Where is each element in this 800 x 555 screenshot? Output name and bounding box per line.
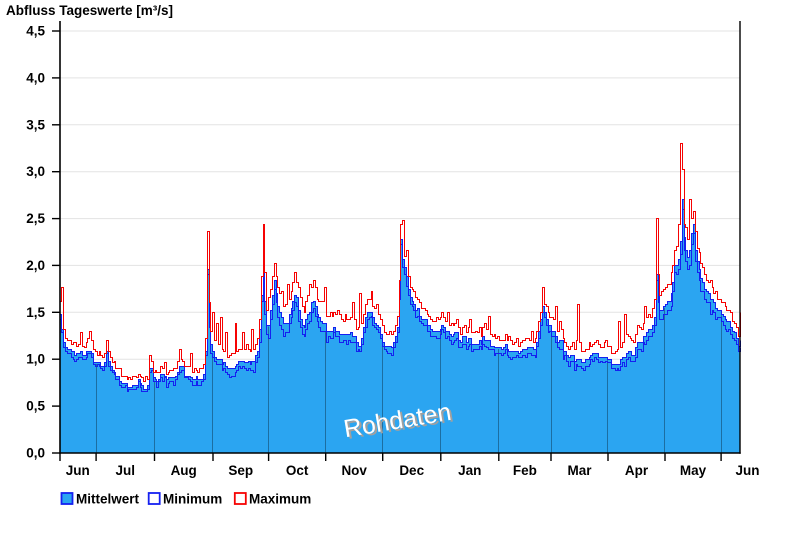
svg-text:Abfluss Tageswerte [m³/s]: Abfluss Tageswerte [m³/s] [6, 3, 173, 18]
svg-text:2,0: 2,0 [26, 258, 45, 273]
svg-text:Dec: Dec [399, 463, 424, 478]
svg-text:Sep: Sep [228, 463, 253, 478]
svg-text:4,0: 4,0 [26, 70, 45, 85]
svg-text:3,0: 3,0 [26, 164, 45, 179]
svg-text:Nov: Nov [341, 463, 367, 478]
svg-text:Minimum: Minimum [163, 492, 222, 507]
svg-text:0,0: 0,0 [26, 446, 45, 461]
svg-text:Jul: Jul [116, 463, 136, 478]
svg-text:Oct: Oct [286, 463, 309, 478]
svg-text:2,5: 2,5 [26, 211, 45, 226]
svg-text:Mittelwert: Mittelwert [76, 492, 140, 507]
svg-text:4,5: 4,5 [26, 24, 45, 39]
svg-text:Jun: Jun [735, 463, 759, 478]
svg-text:Jun: Jun [66, 463, 90, 478]
svg-text:0,5: 0,5 [26, 399, 45, 414]
svg-text:Apr: Apr [625, 463, 649, 478]
svg-text:1,0: 1,0 [26, 352, 45, 367]
svg-text:Feb: Feb [513, 463, 537, 478]
svg-text:Aug: Aug [171, 463, 197, 478]
svg-text:Mar: Mar [567, 463, 592, 478]
svg-text:Jan: Jan [458, 463, 481, 478]
svg-text:1,5: 1,5 [26, 305, 45, 320]
svg-text:May: May [680, 463, 707, 478]
svg-text:3,5: 3,5 [26, 117, 45, 132]
svg-text:Maximum: Maximum [249, 492, 311, 507]
